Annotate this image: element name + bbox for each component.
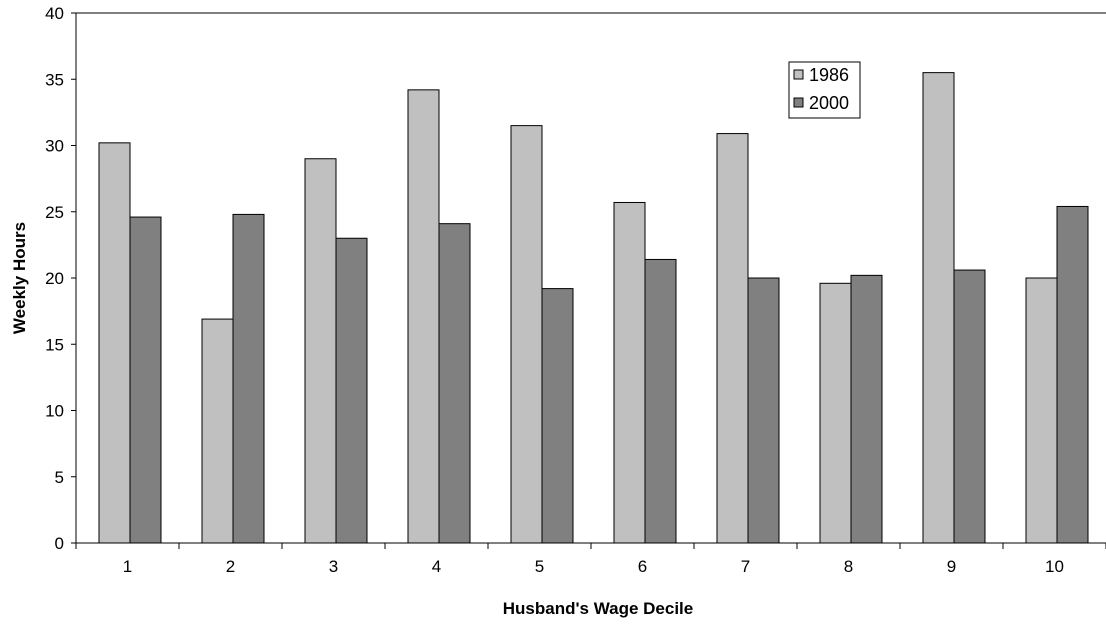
bar-1986-decile-7 bbox=[716, 133, 749, 544]
x-tick-label: 7 bbox=[741, 557, 750, 576]
legend-swatch-1986 bbox=[793, 69, 804, 80]
bar-2000-decile-3 bbox=[335, 237, 368, 544]
y-tick-label: 0 bbox=[55, 534, 64, 553]
legend: 1986 2000 bbox=[788, 61, 861, 119]
y-tick-label: 5 bbox=[55, 468, 64, 487]
y-tick-label: 25 bbox=[45, 203, 64, 222]
bar-1986-decile-2 bbox=[201, 318, 234, 544]
bar-1986-decile-5 bbox=[510, 125, 543, 544]
bar-1986-decile-1 bbox=[98, 142, 131, 544]
bar-2000-decile-10 bbox=[1056, 205, 1089, 544]
bar-2000-decile-5 bbox=[541, 288, 574, 544]
bar-1986-decile-4 bbox=[407, 89, 440, 544]
bar-2000-decile-1 bbox=[129, 216, 162, 544]
y-tick-label: 40 bbox=[45, 4, 64, 23]
x-tick-label: 10 bbox=[1045, 557, 1064, 576]
bar-2000-decile-2 bbox=[232, 213, 265, 544]
bar-1986-decile-10 bbox=[1025, 277, 1058, 544]
bar-1986-decile-6 bbox=[613, 201, 646, 544]
bar-1986-decile-8 bbox=[819, 282, 852, 544]
bar-1986-decile-3 bbox=[304, 158, 337, 544]
y-axis-title: Weekly Hours bbox=[10, 222, 29, 334]
x-tick-label: 8 bbox=[844, 557, 853, 576]
y-tick-label: 20 bbox=[45, 269, 64, 288]
x-tick-label: 4 bbox=[432, 557, 441, 576]
x-tick-label: 2 bbox=[226, 557, 235, 576]
legend-label-1986: 1986 bbox=[809, 65, 849, 85]
bar-2000-decile-9 bbox=[953, 269, 986, 544]
y-tick-label: 35 bbox=[45, 70, 64, 89]
x-tick-label: 1 bbox=[123, 557, 132, 576]
x-axis-ticks: 1 2 3 4 5 6 7 8 9 10 bbox=[75, 543, 1106, 576]
legend-box bbox=[788, 61, 861, 119]
y-axis-ticks: 0 5 10 15 20 25 30 35 40 bbox=[45, 4, 76, 553]
bar-1986-decile-9 bbox=[922, 72, 955, 544]
y-tick-label: 30 bbox=[45, 137, 64, 156]
y-tick-label: 15 bbox=[45, 335, 64, 354]
x-tick-label: 6 bbox=[638, 557, 647, 576]
bar-2000-decile-4 bbox=[438, 223, 471, 544]
legend-swatch-2000 bbox=[793, 97, 804, 108]
bar-2000-decile-6 bbox=[644, 258, 677, 544]
y-tick-label: 10 bbox=[45, 402, 64, 421]
x-tick-label: 5 bbox=[535, 557, 544, 576]
x-tick-label: 9 bbox=[947, 557, 956, 576]
bar-2000-decile-8 bbox=[850, 274, 883, 544]
bars bbox=[98, 72, 1089, 544]
bar-2000-decile-7 bbox=[747, 277, 780, 544]
legend-label-2000: 2000 bbox=[809, 93, 849, 113]
x-tick-label: 3 bbox=[329, 557, 338, 576]
x-axis-title: Husband's Wage Decile bbox=[503, 599, 693, 618]
